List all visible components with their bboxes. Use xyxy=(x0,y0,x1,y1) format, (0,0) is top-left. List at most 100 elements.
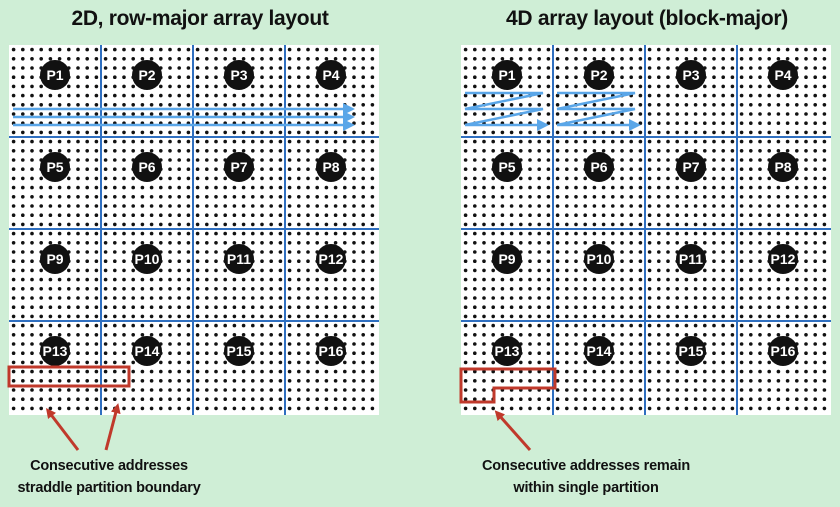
memory-dot xyxy=(324,369,329,374)
memory-dot xyxy=(168,103,172,107)
memory-dot xyxy=(491,314,495,319)
memory-dot xyxy=(647,139,652,144)
memory-dot xyxy=(76,185,80,190)
memory-dot xyxy=(721,222,725,227)
memory-dot xyxy=(675,93,679,98)
memory-dot xyxy=(629,268,633,273)
memory-dot xyxy=(758,231,762,236)
memory-dot xyxy=(85,176,89,181)
memory-dot xyxy=(767,241,771,245)
memory-dot xyxy=(647,305,652,310)
memory-dot xyxy=(223,397,227,402)
memory-dot xyxy=(57,287,62,291)
memory-dot xyxy=(730,241,735,245)
memory-dot xyxy=(30,397,34,402)
memory-dot xyxy=(813,241,817,245)
memory-dot xyxy=(251,406,255,411)
memory-dot xyxy=(463,222,468,227)
memory-dot xyxy=(463,250,468,254)
memory-dot xyxy=(519,149,523,153)
memory-dot xyxy=(675,268,679,273)
memory-dot xyxy=(657,314,661,319)
memory-dot xyxy=(813,84,817,89)
memory-dot xyxy=(21,149,25,153)
memory-dot xyxy=(57,47,62,52)
memory-dot xyxy=(675,121,679,125)
memory-dot xyxy=(813,231,817,236)
memory-dot xyxy=(30,213,34,217)
partition-badge xyxy=(676,60,706,90)
memory-dot xyxy=(297,75,301,79)
memory-dot xyxy=(85,222,89,227)
memory-dot xyxy=(638,204,643,208)
memory-dot xyxy=(131,314,135,319)
memory-dot xyxy=(85,112,89,116)
memory-dot xyxy=(223,176,227,181)
memory-dot xyxy=(306,149,310,153)
memory-dot xyxy=(647,369,652,374)
memory-dot xyxy=(693,112,698,116)
memory-dot xyxy=(103,84,108,89)
memory-dot xyxy=(131,360,135,365)
memory-dot xyxy=(11,351,16,356)
memory-dot xyxy=(574,130,578,135)
memory-dot xyxy=(574,333,578,337)
partition-label: P10 xyxy=(587,251,612,267)
memory-dot xyxy=(11,314,16,319)
memory-dot xyxy=(186,130,191,135)
partition-label: P2 xyxy=(590,67,607,83)
memory-dot xyxy=(85,351,89,356)
memory-dot xyxy=(776,406,781,411)
memory-dot xyxy=(177,130,181,135)
memory-dot xyxy=(463,259,468,263)
memory-dot xyxy=(822,369,827,374)
memory-dot xyxy=(186,149,191,153)
memory-dot xyxy=(519,379,523,383)
memory-dot xyxy=(611,222,615,227)
memory-dot xyxy=(482,305,486,310)
memory-dot xyxy=(739,75,744,79)
memory-dot xyxy=(370,314,375,319)
memory-dot xyxy=(195,139,200,144)
memory-dot xyxy=(804,388,808,392)
memory-dot xyxy=(177,149,181,153)
memory-dot xyxy=(85,167,89,171)
memory-dot xyxy=(565,250,569,254)
memory-dot xyxy=(30,66,34,70)
memory-dot xyxy=(159,176,163,181)
memory-dot xyxy=(177,259,181,263)
memory-dot xyxy=(785,47,790,52)
memory-dot xyxy=(721,287,725,291)
memory-dot xyxy=(177,323,181,328)
memory-dot xyxy=(647,231,652,236)
memory-dot xyxy=(473,112,477,116)
memory-dot xyxy=(297,222,301,227)
memory-dot xyxy=(214,259,218,263)
memory-dot xyxy=(592,130,597,135)
memory-dot xyxy=(739,130,744,135)
memory-dot xyxy=(177,296,181,300)
memory-dot xyxy=(251,185,255,190)
memory-dot xyxy=(241,112,246,116)
memory-dot xyxy=(113,204,117,208)
memory-dot xyxy=(574,388,578,392)
memory-dot xyxy=(159,222,163,227)
memory-dot xyxy=(739,314,744,319)
memory-dot xyxy=(629,112,633,116)
memory-dot xyxy=(712,176,716,181)
memory-dot xyxy=(583,333,587,337)
memory-dot xyxy=(491,379,495,383)
memory-dot xyxy=(574,314,578,319)
memory-dot xyxy=(214,268,218,273)
memory-dot xyxy=(730,139,735,144)
memory-dot xyxy=(85,149,89,153)
memory-dot xyxy=(804,369,808,374)
memory-dot xyxy=(251,103,255,107)
memory-dot xyxy=(94,397,99,402)
memory-dot xyxy=(149,130,154,135)
memory-dot xyxy=(629,250,633,254)
memory-dot xyxy=(39,305,43,310)
memory-dot xyxy=(491,84,495,89)
memory-dot xyxy=(758,342,762,346)
memory-dot xyxy=(39,379,43,383)
